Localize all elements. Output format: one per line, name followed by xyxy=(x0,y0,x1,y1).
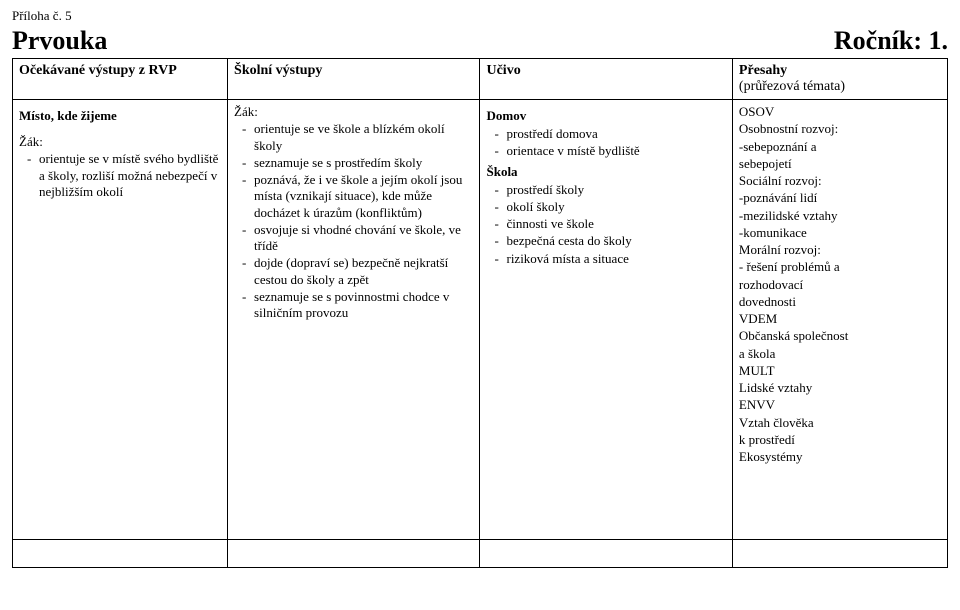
col4-line: sebepojetí xyxy=(739,156,941,172)
list-item: dojde (dopraví se) bezpečně nejkratší ce… xyxy=(234,255,473,288)
header-col2: Školní výstupy xyxy=(228,59,480,100)
col1-list: orientuje se v místě svého bydliště a šk… xyxy=(19,151,221,200)
col4-line: Morální rozvoj: xyxy=(739,242,941,258)
foot-c4 xyxy=(732,540,947,568)
list-item: seznamuje se s prostředím školy xyxy=(234,155,473,171)
col3-group1-head: Domov xyxy=(486,108,725,124)
col4-line: -komunikace xyxy=(739,225,941,241)
col4-line: dovednosti xyxy=(739,294,941,310)
foot-c1 xyxy=(13,540,228,568)
list-item: prostředí školy xyxy=(486,182,725,198)
header-col1: Očekávané výstupy z RVP xyxy=(13,59,228,100)
list-item: činnosti ve škole xyxy=(486,216,725,232)
table-footer-row xyxy=(13,540,948,568)
header-col4: Přesahy (průřezová témata) xyxy=(732,59,947,100)
col2-list: orientuje se ve škole a blízkém okolí šk… xyxy=(234,121,473,321)
title-row: Prvouka Ročník: 1. xyxy=(12,26,948,56)
header-col4-line1: Přesahy xyxy=(739,63,787,78)
col4-line: Sociální rozvoj: xyxy=(739,173,941,189)
cell-col1: Místo, kde žijeme Žák: orientuje se v mí… xyxy=(13,100,228,540)
list-item: orientuje se ve škole a blízkém okolí šk… xyxy=(234,121,473,154)
foot-c2 xyxy=(228,540,480,568)
col4-line: Ekosystémy xyxy=(739,449,941,465)
subject-title: Prvouka xyxy=(12,26,107,56)
col4-line: -poznávání lidí xyxy=(739,190,941,206)
cell-col2: Žák: orientuje se ve škole a blízkém oko… xyxy=(228,100,480,540)
curriculum-table: Očekávané výstupy z RVP Školní výstupy U… xyxy=(12,58,948,568)
col4-line: ENVV xyxy=(739,397,941,413)
header-col3: Učivo xyxy=(480,59,732,100)
cell-col4: OSOVOsobnostní rozvoj: -sebepoznání asebe… xyxy=(732,100,947,540)
col4-line: -sebepoznání a xyxy=(739,139,941,155)
foot-c3 xyxy=(480,540,732,568)
list-item: osvojuje si vhodné chování ve škole, ve … xyxy=(234,222,473,255)
col4-line: Vztah člověka xyxy=(739,415,941,431)
col4-line: OSOV xyxy=(739,104,941,120)
list-item: orientuje se v místě svého bydliště a šk… xyxy=(19,151,221,200)
col4-line: rozhodovací xyxy=(739,277,941,293)
table-header-row: Očekávané výstupy z RVP Školní výstupy U… xyxy=(13,59,948,100)
col4-line: a škola xyxy=(739,346,941,362)
col4-line: -mezilidské vztahy xyxy=(739,208,941,224)
grade-label: Ročník: 1. xyxy=(834,26,948,56)
col4-line: - řešení problémů a xyxy=(739,259,941,275)
col4-line: Osobnostní rozvoj: xyxy=(739,121,941,137)
col4-line: Občanská společnost xyxy=(739,328,941,344)
list-item: bezpečná cesta do školy xyxy=(486,233,725,249)
col3-group2-head: Škola xyxy=(486,164,725,180)
list-item: riziková místa a situace xyxy=(486,251,725,267)
col1-lead: Žák: xyxy=(19,134,221,150)
col1-section: Místo, kde žijeme xyxy=(19,108,221,124)
col2-lead: Žák: xyxy=(234,104,473,120)
list-item: seznamuje se s povinnostmi chodce v siln… xyxy=(234,289,473,322)
cell-col3: Domov prostředí domovaorientace v místě … xyxy=(480,100,732,540)
col3-group1-list: prostředí domovaorientace v místě bydliš… xyxy=(486,126,725,160)
col3-group2-list: prostředí školyokolí školyčinnosti ve šk… xyxy=(486,182,725,267)
col4-line: k prostředí xyxy=(739,432,941,448)
col4-line: Lidské vztahy xyxy=(739,380,941,396)
attachment-label: Příloha č. 5 xyxy=(12,8,948,24)
list-item: okolí školy xyxy=(486,199,725,215)
col4-line: MULT xyxy=(739,363,941,379)
header-col4-line2: (průřezová témata) xyxy=(739,79,845,94)
list-item: orientace v místě bydliště xyxy=(486,143,725,159)
table-body-row: Místo, kde žijeme Žák: orientuje se v mí… xyxy=(13,100,948,540)
list-item: poznává, že i ve škole a jejím okolí jso… xyxy=(234,172,473,221)
col4-line: VDEM xyxy=(739,311,941,327)
list-item: prostředí domova xyxy=(486,126,725,142)
